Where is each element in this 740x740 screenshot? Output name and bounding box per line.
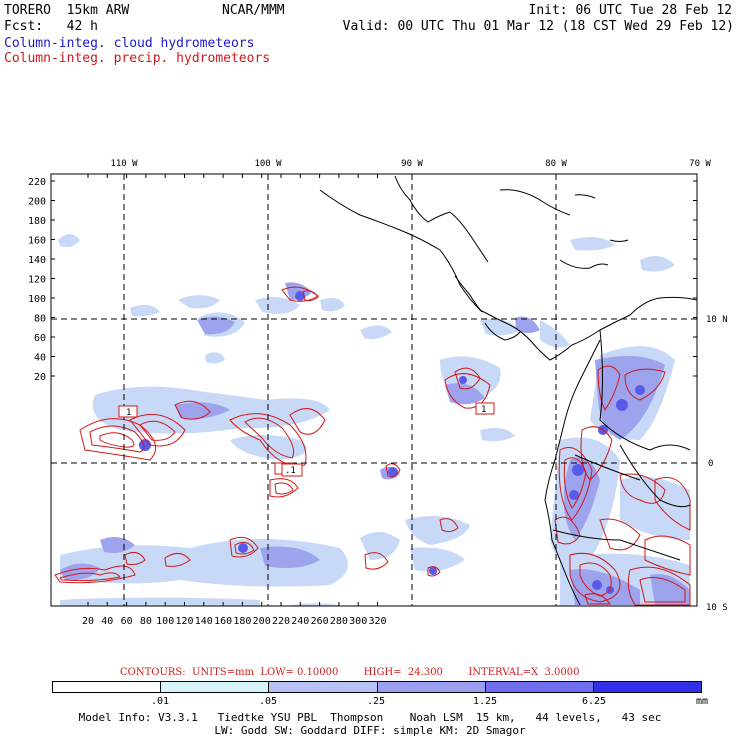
contour-box-3: .1 [285,466,296,476]
lat-label-10n: 10 N [706,315,728,325]
field-cloud-label: Column-integ. cloud hydrometeors [4,36,255,51]
colorbar-seg-5 [593,682,702,692]
contour-info: CONTOURS: UNITS=mm LOW= 0.10000 HIGH= 24… [120,667,580,678]
coastlines [319,175,697,606]
y-tick-label: 80 [34,314,46,325]
x-tick-label: 240 [291,616,309,627]
colorbar-seg-3 [377,682,486,692]
lon-label-90w: 90 W [401,159,423,169]
model-info-line1: Model Info: V3.3.1 Tiedtke YSU PBL Thomp… [78,711,662,724]
lon-label-100w: 100 W [254,159,282,169]
cloud-shading-medium [60,282,690,605]
y-tick-label: 100 [28,294,46,305]
x-tick-label: 140 [195,616,213,627]
organization: NCAR/MMM [222,3,285,18]
y-tick-label: 200 [28,197,46,208]
map-frame [50,173,698,607]
colorbar-unit: mm [695,696,709,707]
lon-label-70w: 70 W [689,159,711,169]
y-tick-label: 220 [28,177,46,188]
x-tick-label: 300 [349,616,367,627]
model-info-line2: LW: Godd SW: Goddard DIFF: simple KM: 2D… [214,724,526,737]
x-tick-label: 280 [330,616,348,627]
contour-box-1: 1 [126,408,131,418]
x-tick-label: 60 [121,616,133,627]
field-precip-label: Column-integ. precip. hydrometeors [4,51,271,66]
lon-label-80w: 80 W [545,159,567,169]
y-tick-label: 40 [34,353,46,364]
model-name: TORERO 15km ARW [4,3,130,18]
colorbar-label-4: 6.25 [581,696,607,707]
y-tick-label: 60 [34,333,46,344]
colorbar-label-3: 1.25 [472,696,498,707]
cloud-shading-dark [139,291,645,594]
contour-box-4: 1 [481,405,486,415]
x-tick-label: 20 [82,616,94,627]
cloud-shading-light [58,234,690,606]
lat-label-0: 0 [708,459,713,469]
y-tick-label: 140 [28,255,46,266]
lat-label-10s: 10 S [706,603,728,613]
x-tick-label: 100 [156,616,174,627]
x-tick-label: 320 [368,616,386,627]
init-time: Init: 06 UTC Tue 28 Feb 12 [528,3,733,18]
x-tick-label: 180 [233,616,251,627]
colorbar-label-0: .01 [150,696,170,707]
x-tick-label: 220 [272,616,290,627]
valid-time: Valid: 00 UTC Thu 01 Mar 12 (18 CST Wed … [342,19,734,34]
x-tick-label: 200 [253,616,271,627]
colorbar-seg-2 [269,682,378,692]
x-tick-label: 80 [140,616,152,627]
y-tick-label: 120 [28,275,46,286]
colorbar-seg-1 [161,682,270,692]
colorbar-label-1: .05 [258,696,278,707]
colorbar [52,681,702,693]
colorbar-label-2: .25 [366,696,386,707]
y-tick-label: 180 [28,216,46,227]
y-tick-label: 20 [34,372,46,383]
y-tick-label: 160 [28,236,46,247]
x-tick-label: 40 [101,616,113,627]
lon-label-110w: 110 W [110,159,138,169]
x-tick-label: 260 [311,616,329,627]
graticule [51,174,697,606]
x-tick-label: 160 [214,616,232,627]
colorbar-seg-4 [485,682,594,692]
contour-label-boxes: 1 1 .1 1 [118,402,495,477]
colorbar-seg-0 [53,682,162,692]
forecast-hour: Fcst: 42 h [4,19,98,34]
x-tick-label: 120 [175,616,193,627]
